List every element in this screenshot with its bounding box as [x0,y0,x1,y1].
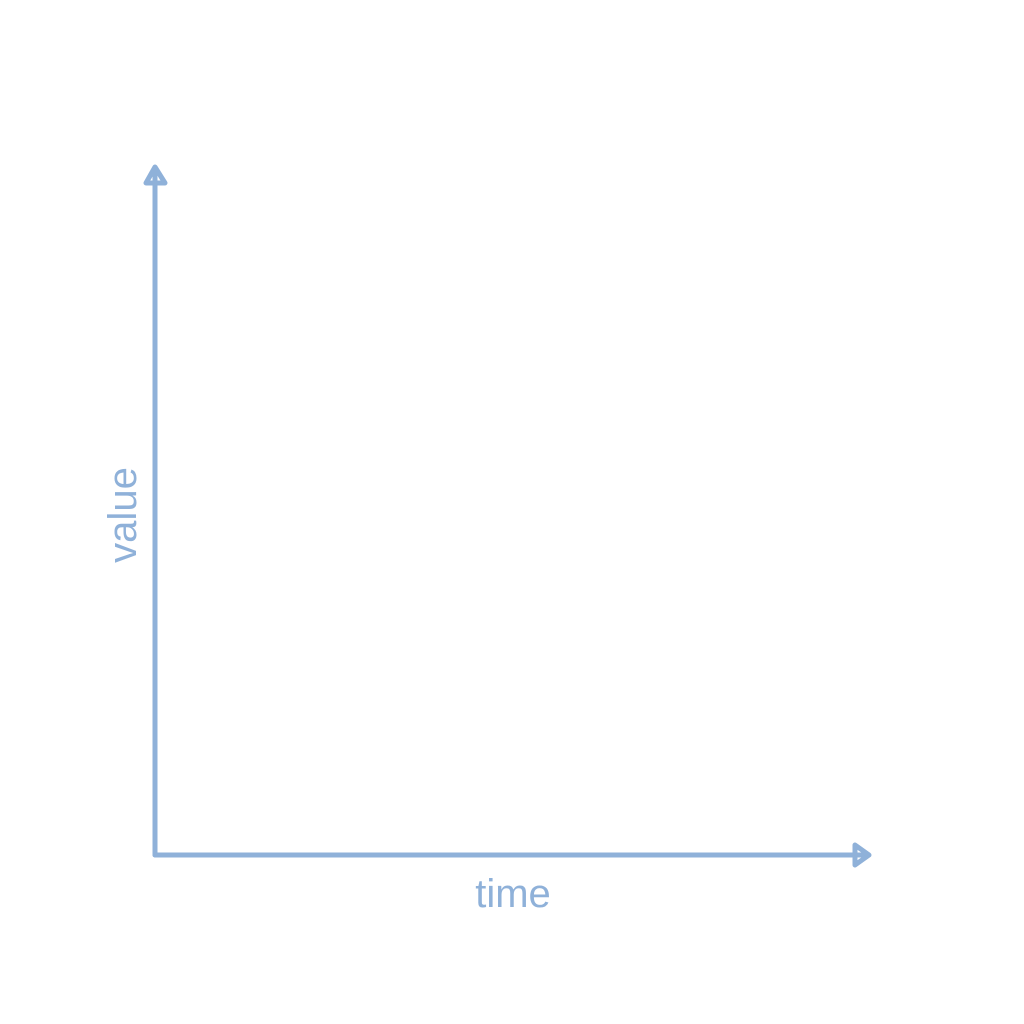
y-axis-arrowhead [143,164,168,186]
axes [143,164,872,868]
x-axis-label: time [475,872,551,916]
x-axis-arrowhead [852,842,872,868]
y-axis-label: value [101,467,145,563]
